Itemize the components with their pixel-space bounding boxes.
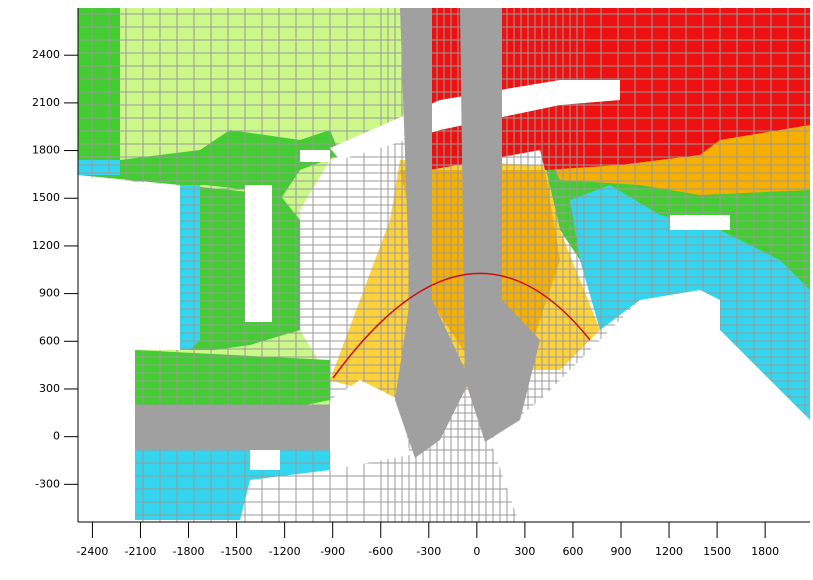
x-tick-label: 300: [514, 545, 535, 558]
blank: [670, 215, 730, 230]
zone-green: [545, 165, 810, 290]
x-tick-label: -2400: [76, 545, 108, 558]
y-tick-label: 300: [39, 382, 60, 395]
gray-zone: [135, 405, 330, 450]
y-tick-label: 600: [39, 334, 60, 347]
y-tick-label: 1500: [32, 191, 60, 204]
blank: [330, 380, 410, 470]
x-tick-label: 1800: [751, 545, 779, 558]
y-tick-label: 2400: [32, 48, 60, 61]
x-tick-label: -300: [416, 545, 441, 558]
arc: [332, 272, 591, 379]
dry-cells: [135, 8, 540, 458]
x-tick-label: -1500: [221, 545, 253, 558]
zone-cyan: [135, 440, 330, 520]
x-tick-label: 0: [473, 545, 480, 558]
blank: [250, 448, 280, 470]
y-tick-label: 1800: [32, 144, 60, 157]
y-tick-label: 0: [53, 430, 60, 443]
gray-zone: [395, 8, 470, 458]
blank: [245, 185, 272, 322]
x-tick-label: -600: [368, 545, 393, 558]
y-tick-label: 1200: [32, 239, 60, 252]
blank: [490, 290, 810, 525]
x-tick-label: -1800: [173, 545, 205, 558]
x-tick-label: -1200: [269, 545, 301, 558]
zone-green: [78, 8, 340, 200]
x-tick-label: -2100: [124, 545, 156, 558]
y-tick-label: 900: [39, 287, 60, 300]
x-tick-label: 900: [610, 545, 631, 558]
x-tick-label: 1200: [655, 545, 683, 558]
y-tick-label: 2100: [32, 96, 60, 109]
x-tick-label: 1500: [703, 545, 731, 558]
y-tick-label: -300: [35, 477, 60, 490]
blank: [300, 150, 330, 162]
x-tick-label: 600: [562, 545, 583, 558]
gray-zone: [460, 8, 540, 442]
blank: [78, 176, 180, 525]
x-tick-label: -900: [320, 545, 345, 558]
